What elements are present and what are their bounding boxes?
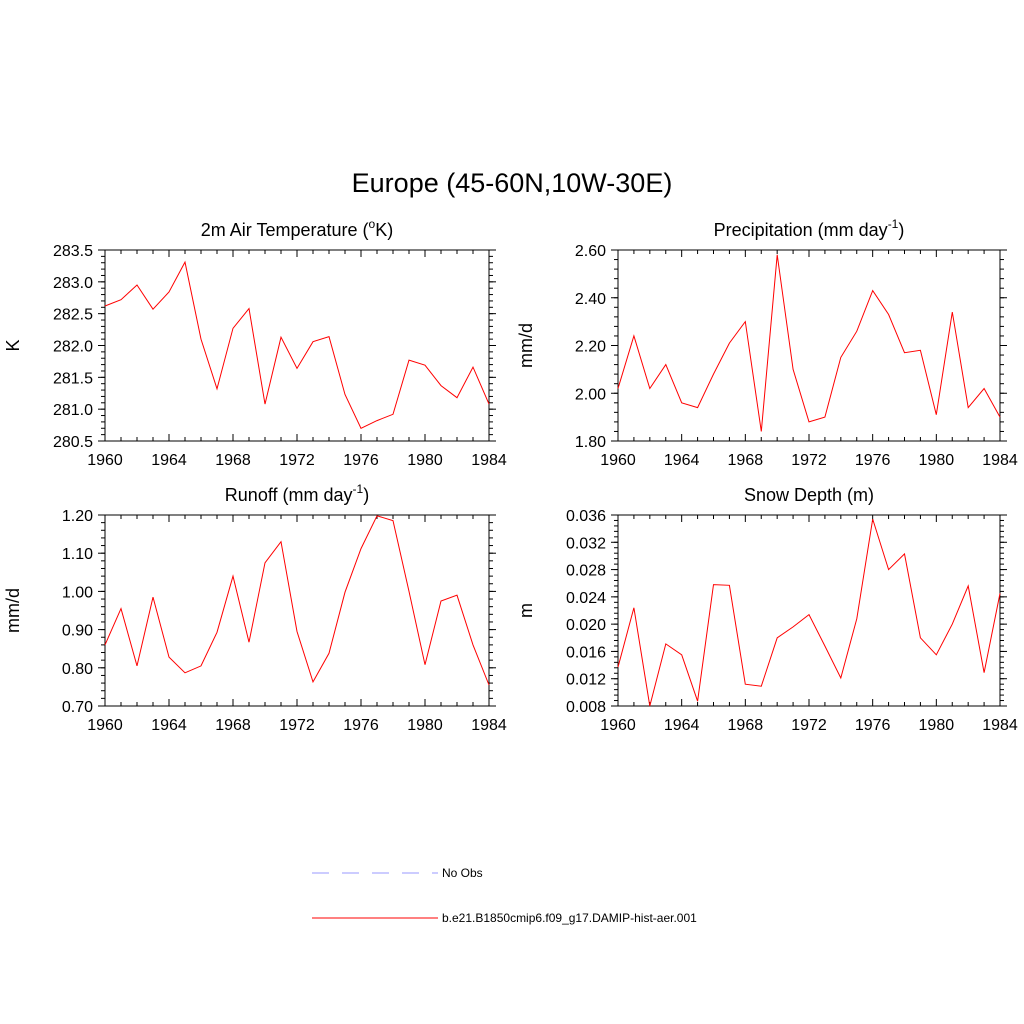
y-axis-label: mm/d [3,588,23,633]
y-tick-label: 0.012 [566,672,606,689]
y-tick-label: 281.5 [53,370,93,387]
panel-title-after: ) [363,485,369,505]
x-tick-label: 1984 [471,452,507,469]
chart-panel-1: 1960 1964 1968 1972 1976 1980 1984 1.80 2.00 2.20… [516,217,1018,469]
panel-title-main: Runoff (mm day [225,485,353,505]
panel-title-main: Precipitation (mm day [714,220,888,240]
x-tick-label: 1972 [279,717,315,734]
x-tick-label: 1960 [600,452,636,469]
y-tick-label: 282.5 [53,307,93,324]
panel-title-after: K) [375,220,393,240]
x-tick-label: 1960 [87,452,123,469]
y-tick-label: 0.036 [566,508,606,525]
x-tick-label: 1968 [728,717,764,734]
x-tick-label: 1976 [343,717,379,734]
plot-frame [104,514,490,707]
x-tick-label: 1964 [664,717,700,734]
y-tick-label: 281.0 [53,402,93,419]
y-axis-label: mm/d [516,323,536,368]
series-line [617,254,1001,432]
x-tick-label: 1984 [982,452,1018,469]
y-tick-label: 1.10 [62,546,93,563]
y-axis-label: m [516,603,536,618]
y-axis-label: K [3,339,23,351]
panel-title: Snow Depth (m) [744,485,874,505]
y-tick-label: 283.5 [53,243,93,260]
y-tick-label: 0.008 [566,699,606,716]
panel-title: 2m Air Temperature (oK) [201,217,393,240]
chart-panel-0: 1960 1964 1968 1972 1976 1980 1984 280.5 281.0 28… [3,217,507,469]
plot-frame [617,514,1001,707]
x-tick-label: 1960 [600,717,636,734]
panel-title: Runoff (mm day-1) [225,482,369,505]
y-tick-label: 2.40 [575,291,606,308]
plot-frame [104,249,490,442]
x-tick-label: 1976 [343,452,379,469]
series-line [104,260,490,429]
x-tick-label: 1968 [215,717,251,734]
y-tick-label: 0.70 [62,699,93,716]
y-tick-label: 1.80 [575,434,606,451]
y-tick-label: 282.0 [53,339,93,356]
x-tick-label: 1984 [982,717,1018,734]
y-tick-label: 0.80 [62,661,93,678]
figure-title: Europe (45-60N,10W-30E) [351,168,673,198]
series-line [104,515,490,686]
chart-panel-2: 1960 1964 1968 1972 1976 1980 1984 0.70 0.80 0.90… [3,482,507,734]
x-tick-label: 1972 [279,452,315,469]
panel-title-sup: -1 [888,217,899,231]
x-tick-label: 1960 [87,717,123,734]
y-tick-label: 0.90 [62,623,93,640]
x-tick-label: 1980 [919,452,955,469]
x-tick-label: 1968 [728,452,764,469]
x-tick-label: 1980 [407,717,443,734]
x-tick-label: 1972 [791,452,827,469]
series-line [617,518,1001,707]
x-tick-label: 1964 [664,452,700,469]
y-tick-label: 283.0 [53,275,93,292]
panel-title-main: 2m Air Temperature ( [201,220,369,240]
y-tick-label: 0.028 [566,563,606,580]
x-tick-label: 1980 [407,452,443,469]
x-tick-label: 1980 [919,717,955,734]
panel-title-main: Snow Depth (m) [744,485,874,505]
y-tick-label: 1.00 [62,584,93,601]
panel-title: Precipitation (mm day-1) [714,217,905,240]
y-tick-label: 0.020 [566,617,606,634]
y-tick-label: 0.016 [566,644,606,661]
y-tick-label: 2.20 [575,339,606,356]
x-tick-label: 1964 [151,717,187,734]
y-tick-label: 2.60 [575,243,606,260]
panel-title-sup: o [369,217,376,231]
x-tick-label: 1964 [151,452,187,469]
x-tick-label: 1976 [855,717,891,734]
chart-panel-3: 1960 1964 1968 1972 1976 1980 1984 0.008 0.012 0.… [516,485,1018,734]
panel-title-sup: -1 [353,482,364,496]
y-tick-label: 0.032 [566,535,606,552]
x-tick-label: 1972 [791,717,827,734]
plot-frame [617,249,1001,442]
y-tick-label: 0.024 [566,590,606,607]
y-tick-label: 2.00 [575,386,606,403]
y-tick-label: 280.5 [53,434,93,451]
x-tick-label: 1968 [215,452,251,469]
y-tick-label: 1.20 [62,508,93,525]
x-tick-label: 1976 [855,452,891,469]
panel-title-after: ) [898,220,904,240]
x-tick-label: 1984 [471,717,507,734]
